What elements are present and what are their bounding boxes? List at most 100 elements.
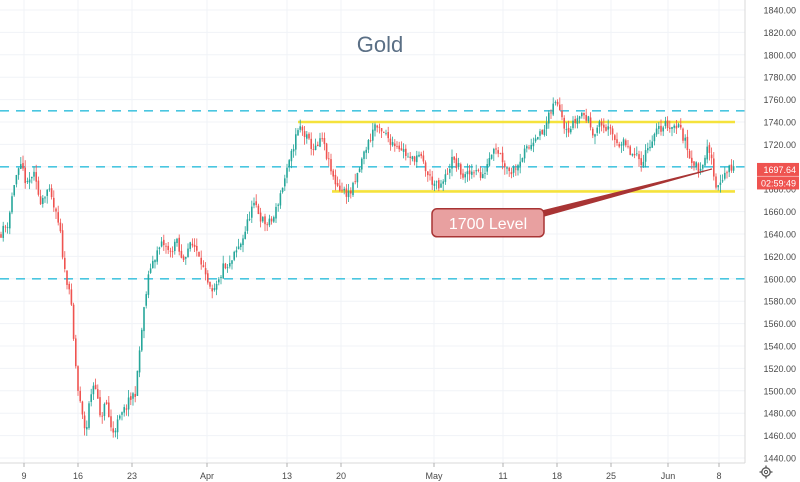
candle-body: [334, 174, 337, 185]
candle-body: [413, 156, 416, 162]
candle-body: [110, 416, 112, 428]
callout-label: 1700 Level: [449, 216, 527, 233]
candle-body: [70, 289, 73, 305]
candle-body: [114, 430, 117, 433]
candle-body: [121, 412, 123, 415]
candle-body: [123, 407, 125, 413]
candle-body: [147, 274, 150, 295]
y-tick-label: 1560.00: [763, 319, 796, 329]
price-axis[interactable]: 1440.00 1460.00 1480.00 1500.00 1520.00 1540.…: [763, 6, 796, 464]
candle-body: [213, 288, 216, 290]
annotation-callout[interactable]: 1700 Level: [431, 168, 713, 238]
candle-body: [262, 217, 264, 222]
candle-body: [713, 158, 715, 177]
candle-body: [486, 164, 488, 172]
candle-body: [105, 402, 108, 405]
candle-body: [154, 260, 156, 263]
candle-body: [64, 257, 66, 269]
candle-body: [515, 168, 517, 170]
candle-body: [367, 140, 370, 150]
candle-body: [497, 150, 499, 154]
current-price-label: 1697.64: [763, 165, 796, 175]
candle-body: [246, 219, 249, 231]
candle-body: [585, 115, 587, 121]
candle-body: [548, 112, 550, 124]
candle-body: [721, 180, 724, 182]
range-lines: [298, 120, 735, 193]
candle-body: [545, 122, 548, 129]
candle-body: [422, 155, 425, 162]
candle-body: [717, 185, 719, 188]
candle-body: [319, 138, 321, 147]
candle-body: [103, 403, 106, 417]
x-tick-label: 18: [552, 471, 562, 481]
candle-body: [141, 329, 143, 351]
candle-body: [675, 125, 678, 129]
y-tick-label: 1500.00: [763, 386, 796, 396]
candle-body: [339, 185, 341, 191]
time-axis[interactable]: 9 16 23 Apr 13 20 May 11 18 25 Jun 8: [21, 463, 722, 481]
candle-body: [220, 276, 222, 279]
candle-body: [244, 231, 246, 239]
candle-body: [231, 260, 233, 264]
candle-body: [625, 140, 627, 146]
candle-body: [704, 157, 706, 166]
candle-body: [156, 250, 158, 262]
candle-body: [369, 140, 372, 142]
candle-body: [728, 165, 730, 173]
candle-body: [363, 151, 365, 159]
candle-body: [666, 120, 669, 128]
candle-body: [336, 183, 339, 186]
candle-body: [671, 127, 673, 129]
candle-body: [26, 180, 29, 183]
candle-body: [493, 149, 495, 154]
candle-body: [488, 158, 491, 166]
candle-body: [607, 126, 609, 130]
candle-body: [218, 279, 220, 283]
candle-body: [537, 137, 539, 140]
candle-body: [53, 197, 55, 208]
candle-body: [405, 148, 407, 156]
candle-body: [248, 218, 251, 220]
candle-body: [374, 124, 376, 131]
candle-body: [556, 101, 559, 105]
candle-body: [598, 121, 601, 127]
candle-body: [321, 138, 323, 140]
candle-body: [532, 142, 535, 147]
y-tick-label: 1720.00: [763, 140, 796, 150]
x-tick-label: Apr: [200, 471, 214, 481]
candle-body: [649, 146, 651, 149]
candle-body: [37, 180, 40, 195]
candle-body: [116, 419, 119, 433]
candle-body: [440, 183, 442, 188]
candle-body: [697, 163, 700, 173]
candle-body: [418, 154, 420, 157]
current-price-tag: [757, 162, 799, 176]
candle-body: [482, 174, 484, 179]
candle-body: [655, 128, 658, 135]
candle-body: [457, 163, 460, 167]
candle-body: [356, 173, 359, 183]
candle-body: [389, 138, 392, 145]
candle-body: [708, 145, 711, 153]
candle-body: [653, 134, 656, 142]
y-tick-label: 1660.00: [763, 207, 796, 217]
candle-body: [385, 133, 387, 135]
y-tick-label: 1540.00: [763, 342, 796, 352]
candle-body: [270, 218, 273, 222]
candle-body: [699, 168, 702, 171]
candle-body: [108, 402, 110, 417]
candle-body: [169, 250, 172, 252]
candle-body: [174, 241, 176, 252]
candle-body: [512, 167, 515, 173]
candle-body: [677, 124, 680, 128]
candle-body: [4, 226, 7, 228]
settings-gear-icon[interactable]: [759, 465, 773, 479]
candle-body: [581, 112, 583, 117]
candle-body: [295, 134, 297, 150]
candle-body: [589, 117, 592, 128]
candle-body: [136, 370, 139, 396]
candle-body: [44, 197, 46, 199]
y-tick-label: 1440.00: [763, 454, 796, 464]
